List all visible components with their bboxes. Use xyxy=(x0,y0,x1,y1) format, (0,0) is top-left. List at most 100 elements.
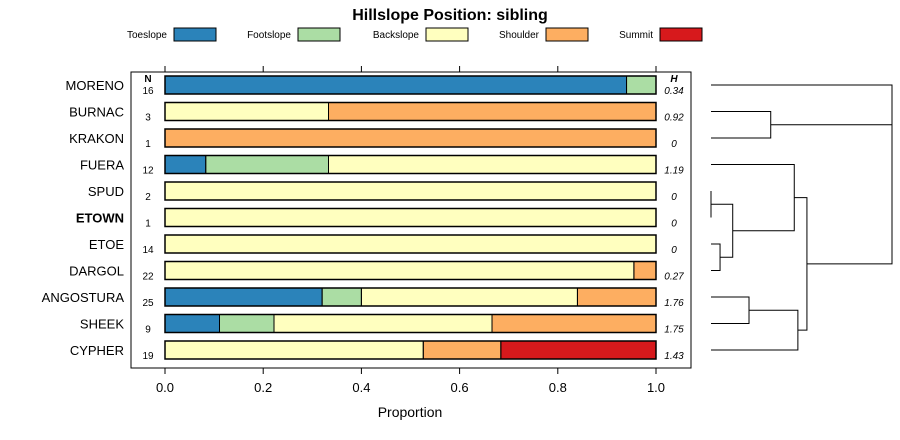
bar-moreno-toeslope xyxy=(165,76,627,94)
h-header: H xyxy=(670,74,678,85)
row-sheek: SHEEK 9 1.75 xyxy=(80,313,684,336)
bar-outline-etown xyxy=(164,207,657,228)
bar-cypher-backslope xyxy=(165,341,424,359)
row-label-etown: ETOWN xyxy=(76,211,124,226)
n-value-burnac: 3 xyxy=(145,113,151,124)
dendrogram-link-6 xyxy=(711,309,799,351)
bar-outline-cypher xyxy=(164,340,657,360)
row-label-angostura: ANGOSTURA xyxy=(42,290,125,305)
bar-moreno-footslope xyxy=(626,76,656,94)
legend-swatch-shoulder xyxy=(545,27,589,42)
x-tick-label-3: 0.6 xyxy=(451,380,469,395)
bar-cypher-shoulder xyxy=(423,341,501,359)
legend-swatch-backslope xyxy=(425,27,469,42)
n-header: N xyxy=(144,74,151,85)
bar-fuera-backslope xyxy=(328,155,656,174)
dendrogram-link-9 xyxy=(806,104,893,265)
n-value-angostura: 25 xyxy=(142,298,154,309)
x-tick-label-0: 0.0 xyxy=(156,380,174,395)
bar-angostura-backslope xyxy=(361,288,578,306)
h-value-krakon: 0 xyxy=(671,139,677,150)
row-label-burnac: BURNAC xyxy=(69,105,124,120)
bar-sheek-shoulder xyxy=(492,314,656,333)
bar-outline-angostura xyxy=(164,287,657,307)
n-value-moreno: 16 xyxy=(142,86,154,97)
legend-swatch-toeslope xyxy=(173,27,217,42)
h-value-angostura: 1.76 xyxy=(664,298,684,309)
x-axis-title: Proportion xyxy=(378,404,443,420)
bar-burnac-backslope xyxy=(165,102,329,121)
bar-angostura-toeslope xyxy=(165,288,323,306)
dendrogram-link-3 xyxy=(711,164,795,232)
x-tick-label-5: 1.0 xyxy=(647,380,665,395)
bar-outline-fuera xyxy=(164,154,657,175)
bar-outline-moreno xyxy=(164,75,657,95)
bar-sheek-footslope xyxy=(219,314,275,333)
bar-outline-sheek xyxy=(164,313,657,334)
x-tick-label-4: 0.8 xyxy=(549,380,567,395)
legend-swatch-footslope xyxy=(297,27,341,42)
bar-fuera-footslope xyxy=(205,155,329,174)
bar-krakon-shoulder xyxy=(165,129,656,147)
bar-dargol-shoulder xyxy=(633,261,656,280)
bar-spud-backslope xyxy=(165,182,656,200)
legend: Toeslope Footslope Backslope Shoulder Summit xyxy=(127,27,703,42)
bar-angostura-footslope xyxy=(322,288,362,306)
row-label-fuera: FUERA xyxy=(80,158,124,173)
row-label-etoe: ETOE xyxy=(89,237,124,252)
bar-cypher-summit xyxy=(500,341,656,359)
row-burnac: BURNAC 3 0.92 xyxy=(69,101,684,124)
bar-outline-spud xyxy=(164,181,657,201)
n-value-sheek: 9 xyxy=(145,325,151,336)
bar-outline-krakon xyxy=(164,128,657,148)
dendrogram-link-4 xyxy=(711,111,772,139)
bar-outline-etoe xyxy=(164,234,657,254)
row-etown: ETOWN 1 0 xyxy=(76,207,677,230)
h-value-burnac: 0.92 xyxy=(664,113,684,124)
bar-angostura-shoulder xyxy=(577,288,656,306)
bar-sheek-backslope xyxy=(274,314,493,333)
h-value-dargol: 0.27 xyxy=(664,272,684,283)
plot-panel-frame xyxy=(130,71,692,369)
dendrogram-link-5 xyxy=(711,296,750,324)
bar-burnac-shoulder xyxy=(328,102,656,121)
bar-outline-dargol xyxy=(164,260,657,281)
bar-dargol-backslope xyxy=(165,261,634,280)
row-etoe: ETOE 14 0 xyxy=(89,234,677,256)
legend-label-footslope: Footslope xyxy=(247,30,291,41)
dendrogram-link-1 xyxy=(711,243,721,271)
legend-label-toeslope: Toeslope xyxy=(127,30,167,41)
n-value-spud: 2 xyxy=(145,192,151,203)
n-value-etown: 1 xyxy=(145,219,151,230)
legend-label-shoulder: Shoulder xyxy=(499,30,540,41)
legend-label-summit: Summit xyxy=(619,30,653,41)
row-spud: SPUD 2 0 xyxy=(88,181,677,203)
bar-fuera-toeslope xyxy=(165,155,206,174)
dendrogram xyxy=(710,84,893,351)
n-value-dargol: 22 xyxy=(142,272,154,283)
h-value-fuera: 1.19 xyxy=(664,166,684,177)
row-cypher: CYPHER 19 1.43 xyxy=(70,340,684,362)
row-label-cypher: CYPHER xyxy=(70,343,124,358)
row-label-moreno: MORENO xyxy=(66,78,125,93)
x-axis: 0.0 0.2 0.4 0.6 0.8 1.0 xyxy=(156,66,665,395)
dendrogram-link-8 xyxy=(711,84,893,126)
row-label-dargol: DARGOL xyxy=(69,264,124,279)
legend-label-backslope: Backslope xyxy=(373,30,420,41)
n-value-krakon: 1 xyxy=(145,139,151,150)
h-value-cypher: 1.43 xyxy=(664,351,684,362)
n-value-cypher: 19 xyxy=(142,351,154,362)
bar-etoe-backslope xyxy=(165,235,656,253)
row-moreno: MORENO 16 0.34 xyxy=(66,75,684,97)
row-dargol: DARGOL 22 0.27 xyxy=(69,260,684,283)
row-krakon: KRAKON 1 0 xyxy=(69,128,677,150)
n-value-etoe: 14 xyxy=(142,245,154,256)
h-value-sheek: 1.75 xyxy=(664,325,684,336)
h-value-spud: 0 xyxy=(671,192,677,203)
row-angostura: ANGOSTURA 25 1.76 xyxy=(42,287,684,309)
bar-etown-backslope xyxy=(165,208,656,227)
n-value-fuera: 12 xyxy=(142,166,154,177)
x-tick-label-1: 0.2 xyxy=(254,380,272,395)
